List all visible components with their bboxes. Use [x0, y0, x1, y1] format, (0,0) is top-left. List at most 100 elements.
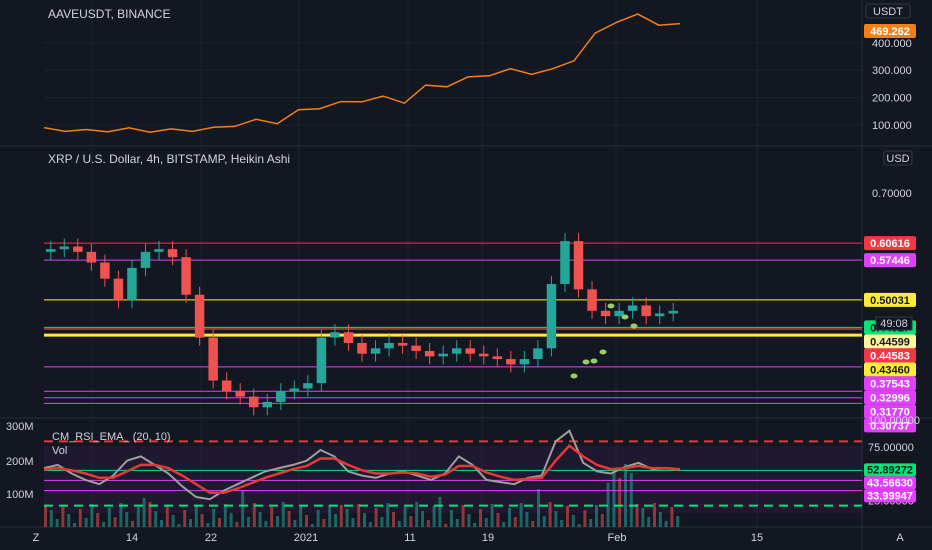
candle-body [384, 342, 394, 349]
volume-bar [426, 520, 430, 527]
rsi-level-lines [44, 440, 862, 507]
candle-body [519, 359, 530, 365]
volume-bar [513, 517, 517, 527]
candle-body [330, 332, 340, 338]
volume-bar [397, 521, 401, 527]
level-label: 0.44583 [870, 350, 910, 362]
candle-body [154, 249, 164, 252]
volume-bar [78, 509, 82, 527]
volume-bar [212, 509, 216, 527]
candle-body [100, 262, 110, 279]
volume-bar [334, 514, 337, 527]
volume-bar [328, 505, 332, 527]
level-label-bg [864, 253, 916, 268]
volume-bar [322, 519, 326, 527]
candle-body [127, 267, 137, 301]
volume-bar [258, 512, 262, 527]
candle-body [506, 359, 516, 365]
volume-bar [670, 507, 674, 527]
volume-bar [386, 503, 390, 527]
volume-bar [131, 521, 134, 527]
xrp-pane[interactable]: XRP / U.S. Dollar, 4h, BITSTAMP, Heikin … [44, 150, 916, 433]
rsi-axis-label: 75.00000 [868, 442, 914, 454]
volume-bar [55, 519, 59, 527]
volume-bar [200, 514, 204, 527]
volume-bar [61, 505, 65, 527]
volume-bar [171, 515, 175, 527]
volume-bar [415, 502, 419, 527]
candle-body [181, 257, 191, 295]
vol-axis-label: 300M [6, 421, 34, 433]
rsi-pane-title: CM_RSI_EMA_ (20, 10) [52, 431, 171, 443]
volume-bar [380, 517, 384, 527]
level-label: 0.44599 [870, 336, 910, 348]
volume-bar [392, 512, 395, 527]
level-label-bg [864, 334, 916, 349]
candle-body [411, 345, 421, 351]
candle-body [86, 251, 97, 263]
volume-bar [206, 523, 210, 527]
volume-bar [194, 505, 198, 527]
heikin-dot [607, 303, 615, 309]
volume-bar [577, 524, 581, 527]
candle-body [167, 249, 178, 258]
volume-bar [641, 508, 645, 527]
aave-pane[interactable]: AAVEUSDT, BINANCE 400.000 300.000 200.000 1… [43, 3, 916, 133]
volume-bar [496, 513, 500, 527]
volume-bar [403, 507, 407, 527]
time-axis-label: 11 [404, 532, 415, 544]
level-label-bg [864, 236, 916, 251]
corner-label-left[interactable]: Z [33, 532, 40, 544]
candle-body [465, 348, 475, 354]
volume-bar [490, 504, 494, 527]
volume-bar [432, 506, 436, 527]
volume-bar [310, 524, 314, 527]
volume-bar [160, 520, 163, 527]
xrp-axis-label: 0.70000 [872, 188, 912, 200]
candle-body [492, 356, 503, 360]
heikin-dot [590, 358, 598, 364]
volume-bar [635, 504, 639, 527]
aave-currency-badge[interactable] [865, 3, 911, 19]
volume-bar [519, 503, 523, 527]
candle-body [614, 310, 624, 317]
time-axis[interactable]: 14 22 2021 11 19 Feb 15 [126, 532, 763, 544]
candle-body [668, 310, 678, 314]
countdown-badge [875, 316, 913, 331]
volume-bar [618, 478, 622, 527]
candle-body [221, 380, 232, 392]
candle-body [249, 396, 259, 408]
volume-bar [49, 510, 53, 527]
candle-body [343, 332, 354, 343]
volume-bar [67, 514, 71, 527]
volume-bar [136, 507, 140, 527]
volume-bar [316, 510, 320, 527]
volume-bar [189, 519, 192, 527]
candle-body [560, 241, 570, 284]
level-label: 0.31770 [870, 406, 910, 418]
rsi-pane[interactable]: CM_RSI_EMA_ (20, 10) Vol 300M 200M 100M 10… [6, 415, 920, 527]
time-axis-label: Feb [608, 532, 627, 544]
volume-bar [339, 505, 343, 527]
aave-price-line [43, 13, 681, 133]
aave-last-price-badge [864, 24, 916, 38]
candle-body [357, 342, 367, 354]
volume-bar [351, 518, 355, 527]
volume-bar [554, 511, 558, 527]
xrp-currency-badge[interactable] [883, 150, 913, 166]
volume-bar [525, 512, 529, 527]
xrp-pane-title: XRP / U.S. Dollar, 4h, BITSTAMP, Heikin … [48, 152, 290, 166]
candle-body [546, 284, 557, 349]
volume-bar [537, 489, 540, 527]
volume-bar [241, 490, 245, 527]
corner-label-right[interactable]: A [896, 532, 904, 544]
xrp-currency: USD [886, 153, 909, 165]
aave-price-axis[interactable]: 400.000 300.000 200.000 100.000 [872, 38, 912, 132]
volume-bar [455, 519, 459, 527]
volume-bar [218, 518, 221, 527]
volume-bar [531, 521, 535, 527]
xrp-price-axis[interactable]: 0.70000 [872, 188, 912, 200]
volume-bar [363, 513, 366, 527]
volume-bar [658, 512, 662, 527]
